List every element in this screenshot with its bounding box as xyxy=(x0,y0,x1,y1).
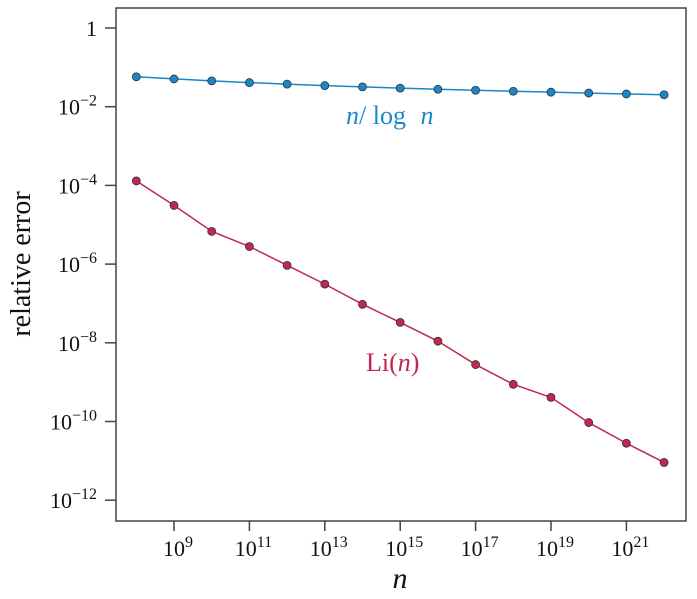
label-li: Li(n) xyxy=(366,348,419,377)
data-point xyxy=(131,72,141,82)
data-point xyxy=(622,438,631,448)
x-tick-label: 1011 xyxy=(235,534,272,561)
label-li-suffix: ) xyxy=(411,348,420,377)
y-tick-label: 10−8 xyxy=(58,329,97,356)
data-point xyxy=(244,242,254,251)
data-point xyxy=(169,201,179,210)
data-point xyxy=(358,299,367,309)
label-nlogn-n2: n xyxy=(420,101,433,130)
data-point xyxy=(433,336,443,346)
data-point xyxy=(358,82,367,92)
data-point xyxy=(471,85,481,95)
label-nlogn: n/ log n xyxy=(346,101,433,130)
data-point xyxy=(659,90,669,100)
x-tick-label: 1013 xyxy=(310,534,348,561)
label-li-n: n xyxy=(398,348,411,377)
x-axis-label: n xyxy=(393,562,408,595)
data-point xyxy=(659,458,669,467)
y-tick-label: 10−12 xyxy=(50,486,97,513)
data-point xyxy=(584,418,594,427)
data-point xyxy=(546,87,556,97)
data-point xyxy=(282,260,292,270)
data-point xyxy=(395,317,405,327)
data-point xyxy=(508,86,518,96)
y-tick-label: 10−4 xyxy=(58,171,97,198)
data-point xyxy=(584,88,594,98)
x-tick-label: 1017 xyxy=(461,534,499,561)
y-tick-label: 10−10 xyxy=(50,408,97,435)
data-point xyxy=(546,392,556,402)
label-nlogn-log: / log xyxy=(359,101,412,130)
data-point xyxy=(282,79,292,89)
data-point xyxy=(320,279,330,289)
data-point xyxy=(244,78,254,87)
data-point xyxy=(207,226,217,236)
data-point xyxy=(622,89,631,99)
label-nlogn-n1: n xyxy=(346,101,359,130)
label-li-prefix: Li( xyxy=(366,348,398,377)
x-tick-label: 109 xyxy=(163,534,193,561)
y-tick-label: 1 xyxy=(86,16,97,41)
data-point xyxy=(169,74,179,84)
x-tick-label: 1021 xyxy=(611,534,649,561)
data-point xyxy=(320,81,330,90)
data-point xyxy=(433,84,443,94)
y-axis-label: relative error xyxy=(6,191,37,337)
data-point xyxy=(508,379,518,389)
y-tick-label: 10−2 xyxy=(58,93,97,120)
data-point xyxy=(207,76,217,86)
data-point xyxy=(395,83,405,93)
data-point xyxy=(471,360,481,369)
data-point xyxy=(131,176,141,186)
x-tick-label: 1019 xyxy=(536,534,574,561)
x-tick-label: 1015 xyxy=(385,534,423,561)
y-tick-label: 10−6 xyxy=(58,250,97,277)
